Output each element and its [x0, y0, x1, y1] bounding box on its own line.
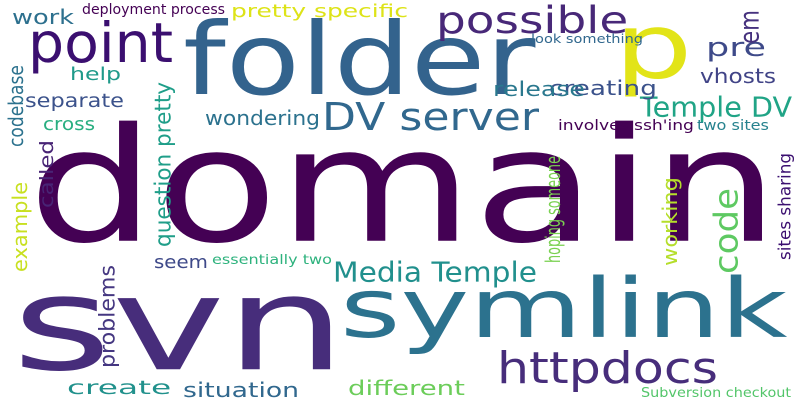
word-p: p	[614, 0, 693, 100]
word-vhosts: vhosts	[700, 64, 777, 88]
word-separate: separate	[25, 89, 124, 112]
word-deployment-process: deployment process	[82, 0, 226, 18]
word-working: working	[658, 177, 682, 266]
word-codebase: codebase	[4, 65, 28, 147]
word-media-temple: Media Temple	[333, 255, 537, 289]
word-look-something: look something	[531, 31, 644, 46]
word-temple-dv: Temple DV	[640, 90, 793, 124]
word-svn: svn	[12, 248, 347, 400]
word-symlink: symlink	[340, 260, 788, 357]
word-work: work	[12, 5, 74, 29]
word-two-sites: two sites	[697, 116, 769, 134]
word-httpdocs: httpdocs	[497, 342, 719, 394]
word-em: em	[733, 10, 766, 44]
word-folder: folder	[183, 1, 536, 118]
word-question-pretty: question pretty	[150, 81, 176, 247]
word-create: create	[67, 376, 172, 399]
word-hoping-someone: hoping someone	[541, 156, 565, 263]
word-wondering: wondering	[205, 106, 321, 130]
word-point: point	[28, 11, 174, 76]
word-domain: domain	[28, 93, 780, 279]
word-possible: possible	[436, 0, 629, 42]
word-cross: cross	[43, 113, 96, 135]
word-different: different	[348, 376, 465, 400]
word-help: help	[70, 63, 122, 85]
word-pre: pre	[706, 31, 766, 63]
word-creating: creating	[549, 76, 657, 100]
word-example: example	[8, 181, 32, 272]
word-seem: seem	[154, 251, 208, 273]
word-essentially-two: essentially two	[212, 251, 332, 268]
word-code: code	[707, 187, 746, 274]
word-pretty-specific: pretty specific	[231, 0, 409, 22]
word-dv-server: DV server	[322, 94, 539, 140]
word-problems: problems	[95, 265, 120, 368]
word-sites-sharing: sites sharing	[774, 152, 795, 260]
word-subversion-checkout: Subversion checkout	[641, 384, 792, 400]
word-involves-sshing: involves ssh'ing	[558, 116, 694, 134]
word-situation: situation	[183, 378, 300, 400]
word-release: release	[493, 77, 585, 101]
word-called: called	[35, 140, 58, 208]
